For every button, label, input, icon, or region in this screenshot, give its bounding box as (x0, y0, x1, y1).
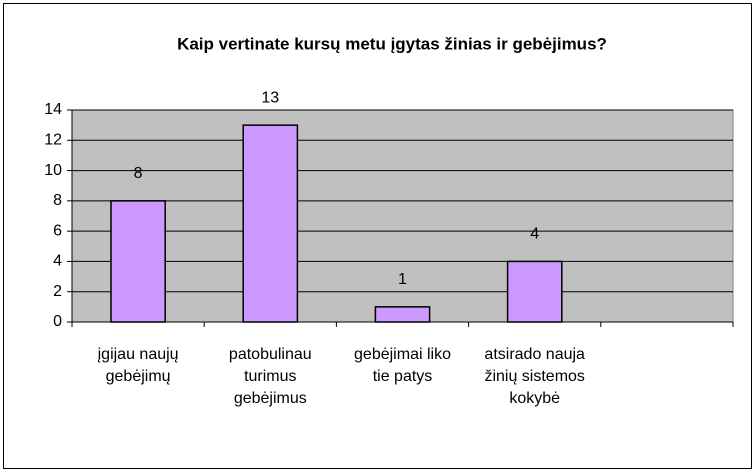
bar (110, 200, 166, 323)
x-tick-label: patobulinau turimus gebėjimus (228, 346, 312, 407)
chart-title: Kaip vertinate kursų metu įgytas žinias … (177, 34, 607, 53)
bar (374, 306, 431, 323)
data-label: 8 (134, 165, 143, 182)
bar (242, 124, 299, 323)
y-tick-label: 4 (53, 253, 62, 270)
x-tick-label: įgijau naujų gebėjimų (97, 346, 179, 385)
y-tick-label: 2 (53, 283, 62, 300)
y-tick-label: 8 (53, 192, 62, 209)
data-label: 13 (261, 89, 279, 106)
bar (506, 260, 563, 323)
y-tick-label: 14 (44, 101, 62, 118)
y-tick-label: 6 (53, 222, 62, 239)
y-tick-label: 12 (44, 132, 62, 149)
y-tick-label: 10 (44, 162, 62, 179)
data-label: 1 (398, 271, 407, 288)
data-label: 4 (530, 226, 539, 243)
x-tick-label: atsirado nauja žinių sistemos kokybė (484, 346, 585, 407)
x-tick-label: gebėjimai liko tie patys (354, 346, 451, 385)
plot-area (71, 109, 734, 323)
y-tick-label: 0 (53, 313, 62, 330)
